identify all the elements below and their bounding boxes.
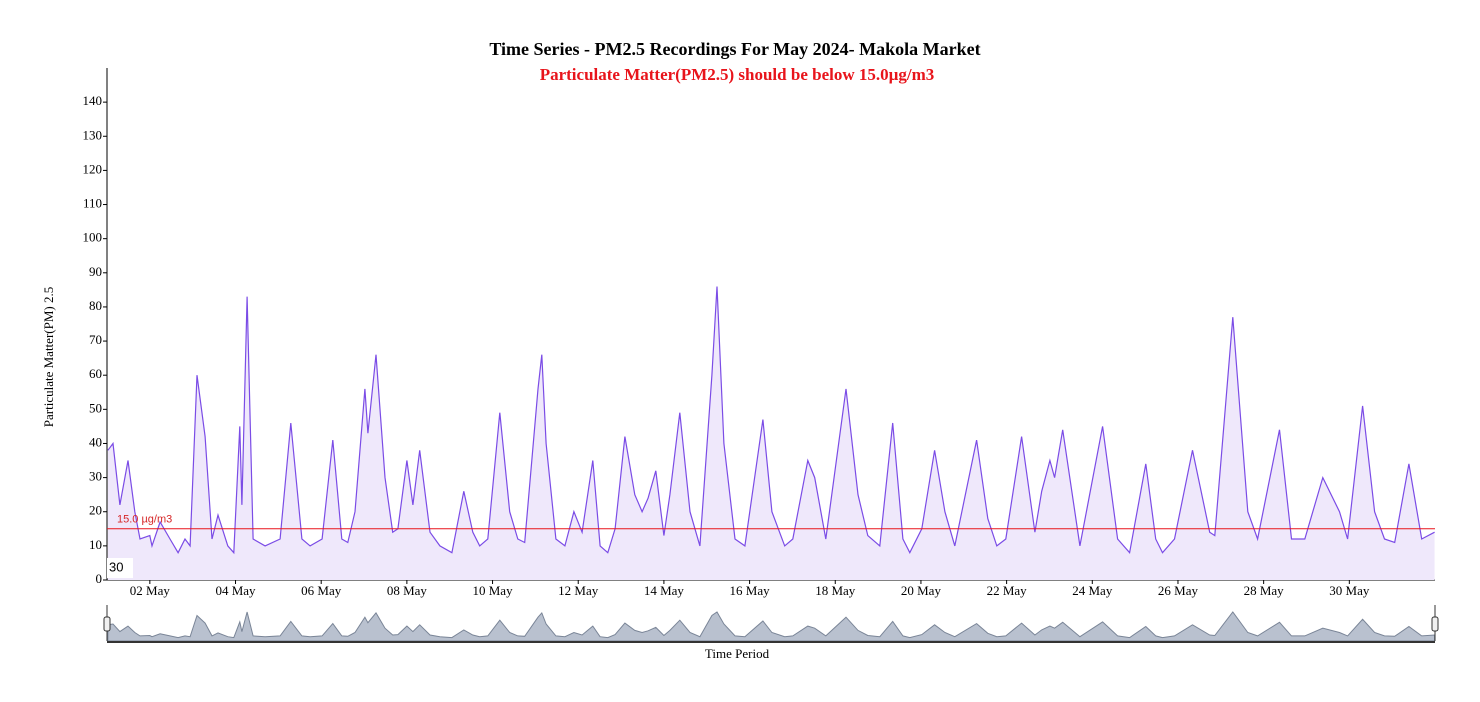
x-tick-label: 12 May bbox=[558, 583, 599, 598]
y-tick-label: 120 bbox=[83, 161, 103, 176]
y-tick-label: 20 bbox=[89, 503, 102, 518]
x-tick-label: 02 May bbox=[130, 583, 171, 598]
line bbox=[107, 286, 1435, 555]
y-tick-label: 140 bbox=[83, 93, 103, 108]
x-tick-label: 04 May bbox=[215, 583, 256, 598]
y-tick-label: 100 bbox=[83, 230, 103, 245]
chart-title: Time Series - PM2.5 Recordings For May 2… bbox=[489, 39, 980, 59]
area-fill bbox=[107, 286, 1435, 580]
x-tick-label: 24 May bbox=[1072, 583, 1113, 598]
y-tick-label: 80 bbox=[89, 298, 102, 313]
chart-subtitle: Particulate Matter(PM2.5) should be belo… bbox=[540, 65, 935, 84]
x-tick-label: 18 May bbox=[815, 583, 856, 598]
corner-box bbox=[107, 558, 133, 578]
y-tick-label: 70 bbox=[89, 332, 102, 347]
y-tick-label: 50 bbox=[89, 400, 102, 415]
navigator-handle bbox=[103, 616, 111, 632]
y-tick-label: 130 bbox=[83, 127, 103, 142]
x-tick-label: 10 May bbox=[473, 583, 514, 598]
y-tick-label: 10 bbox=[89, 537, 102, 552]
y-tick-label: 40 bbox=[89, 434, 102, 449]
y-tick-label: 90 bbox=[89, 264, 102, 279]
x-axis-label: Time Period bbox=[705, 646, 770, 661]
y-tick-label: 60 bbox=[89, 366, 102, 381]
navigator-area bbox=[107, 611, 1436, 642]
x-tick-label: 20 May bbox=[901, 583, 942, 598]
y-axis-label: Particulate Matter(PM) 2.5 bbox=[41, 287, 56, 427]
x-tick-label: 22 May bbox=[987, 583, 1028, 598]
threshold-label: 15.0 µg/m3 bbox=[117, 514, 172, 526]
x-tick-label: 30 May bbox=[1329, 583, 1370, 598]
corner-label: 30 bbox=[109, 559, 123, 574]
x-tick-label: 08 May bbox=[387, 583, 428, 598]
x-tick-label: 06 May bbox=[301, 583, 342, 598]
x-tick-label: 14 May bbox=[644, 583, 685, 598]
x-tick-label: 28 May bbox=[1244, 583, 1285, 598]
x-tick-label: 26 May bbox=[1158, 583, 1199, 598]
y-tick-label: 110 bbox=[83, 196, 102, 211]
navigator-handle bbox=[1431, 616, 1439, 632]
y-tick-label: 0 bbox=[96, 571, 103, 586]
x-tick-label: 16 May bbox=[730, 583, 771, 598]
y-tick-label: 30 bbox=[89, 469, 102, 484]
